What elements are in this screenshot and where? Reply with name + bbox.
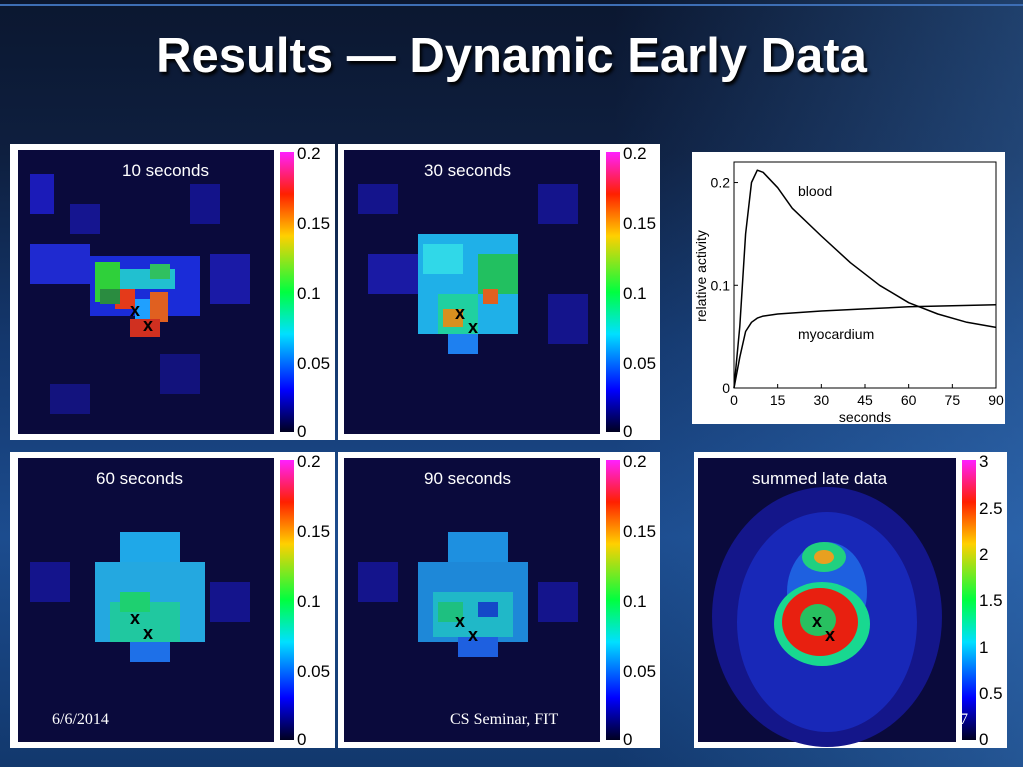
heatmap-summed: summed late data x x 3 2.5 2 1.5 1 0.5 0 <box>698 452 1003 748</box>
colorbar <box>280 152 294 432</box>
svg-text:0.5: 0.5 <box>979 684 1003 703</box>
plot-frame <box>733 161 997 389</box>
marker-x-1: x <box>130 300 140 320</box>
marker-x-2: x <box>468 625 478 645</box>
marker-x-1: x <box>455 303 465 323</box>
svg-text:0.15: 0.15 <box>623 214 656 233</box>
marker-x-2: x <box>468 317 478 337</box>
svg-text:3: 3 <box>979 452 988 471</box>
svg-text:0.1: 0.1 <box>297 284 321 303</box>
svg-text:0.1: 0.1 <box>623 592 647 611</box>
series-label-myocardium: myocardium <box>798 326 874 342</box>
svg-text:0.2: 0.2 <box>297 144 321 163</box>
top-rule <box>0 4 1023 6</box>
heatmap-cells <box>30 174 250 414</box>
svg-text:0: 0 <box>623 730 632 748</box>
x-tick-label: 90 <box>988 392 1004 408</box>
svg-text:2.5: 2.5 <box>979 499 1003 518</box>
activity-chart: 0 15 30 45 60 75 90 0 0.1 0.2 seconds relative a… <box>693 161 1004 424</box>
y-axis-label: relative activity <box>693 230 709 322</box>
panel-label: 10 seconds <box>122 161 209 180</box>
colorbar <box>606 460 620 740</box>
x-tick-label: 60 <box>901 392 917 408</box>
svg-text:0.15: 0.15 <box>297 522 330 541</box>
x-tick-label: 30 <box>814 392 830 408</box>
heatmap-30s: 30 seconds x x 0.2 0.15 0.1 0.05 0 <box>344 144 656 440</box>
marker-x-1: x <box>455 611 465 631</box>
panel-label: summed late data <box>752 469 888 488</box>
colorbar-ticks: 0.2 0.15 0.1 0.05 0 <box>297 144 330 440</box>
image-panel-10s: 10 seconds x x 0.2 0.15 0.1 0.05 0 <box>10 144 335 440</box>
heatmap-60s: 60 seconds x x 0.2 0.15 0.1 0.05 0 <box>18 452 330 748</box>
svg-text:0: 0 <box>297 730 306 748</box>
image-panel-summed: summed late data x x 3 2.5 2 1.5 1 0.5 0 <box>694 452 1007 748</box>
colorbar <box>962 460 976 740</box>
panel-label: 30 seconds <box>424 161 511 180</box>
colorbar-ticks: 0.2 0.15 0.1 0.05 0 <box>623 452 656 748</box>
svg-text:0.15: 0.15 <box>623 522 656 541</box>
svg-text:1.5: 1.5 <box>979 591 1003 610</box>
series-label-blood: blood <box>798 183 832 199</box>
colorbar-ticks: 0.2 0.15 0.1 0.05 0 <box>623 144 656 440</box>
panel-label: 90 seconds <box>424 469 511 488</box>
heatmap-cells <box>358 532 578 657</box>
svg-text:0: 0 <box>623 422 632 440</box>
y-tick-label: 0 <box>722 380 730 396</box>
x-tick-label: 15 <box>770 392 786 408</box>
series-line-myocardium <box>733 304 997 389</box>
colorbar-ticks: 3 2.5 2 1.5 1 0.5 0 <box>979 452 1003 748</box>
svg-text:0.2: 0.2 <box>623 452 647 471</box>
footer-page-number: 7 <box>960 711 968 728</box>
footer-date: 6/6/2014 <box>52 711 109 728</box>
y-tick-label: 0.1 <box>711 277 731 293</box>
heatmap-cells <box>30 532 250 662</box>
svg-text:1: 1 <box>979 638 988 657</box>
svg-text:0.2: 0.2 <box>297 452 321 471</box>
svg-text:2: 2 <box>979 545 988 564</box>
footer-center: CS Seminar, FIT <box>450 711 559 728</box>
x-tick-labels: 0 15 30 45 60 75 90 <box>730 384 1004 408</box>
x-tick-label: 0 <box>730 392 738 408</box>
svg-text:0: 0 <box>979 730 988 748</box>
marker-x-1: x <box>812 611 822 631</box>
marker-x-1: x <box>130 608 140 628</box>
series-line-blood <box>733 169 997 389</box>
colorbar <box>606 152 620 432</box>
x-axis-label: seconds <box>839 409 891 424</box>
svg-text:0.2: 0.2 <box>623 144 647 163</box>
colorbar <box>280 460 294 740</box>
svg-text:0.05: 0.05 <box>623 354 656 373</box>
svg-text:0.05: 0.05 <box>623 662 656 681</box>
svg-text:0.05: 0.05 <box>297 354 330 373</box>
x-tick-label: 75 <box>945 392 961 408</box>
activity-chart-panel: 0 15 30 45 60 75 90 0 0.1 0.2 seconds relative a… <box>692 152 1005 424</box>
svg-text:0.1: 0.1 <box>297 592 321 611</box>
svg-text:0.05: 0.05 <box>297 662 330 681</box>
image-panel-60s: 60 seconds x x 0.2 0.15 0.1 0.05 0 <box>10 452 335 748</box>
heatmap-cells <box>358 184 588 354</box>
heatmap-10s: 10 seconds x x 0.2 0.15 0.1 0.05 0 <box>18 144 330 440</box>
x-tick-label: 45 <box>857 392 873 408</box>
panel-label: 60 seconds <box>96 469 183 488</box>
image-panel-30s: 30 seconds x x 0.2 0.15 0.1 0.05 0 <box>338 144 660 440</box>
image-panel-90s: 90 seconds x x 0.2 0.15 0.1 0.05 0 <box>338 452 660 748</box>
y-tick-label: 0.2 <box>711 175 731 191</box>
svg-text:0: 0 <box>297 422 306 440</box>
marker-x-2: x <box>825 625 835 645</box>
colorbar-ticks: 0.2 0.15 0.1 0.05 0 <box>297 452 330 748</box>
series-lines <box>733 169 997 389</box>
heatmap-90s: 90 seconds x x 0.2 0.15 0.1 0.05 0 <box>344 452 656 748</box>
marker-x-2: x <box>143 315 153 335</box>
slide-title: Results — Dynamic Early Data <box>156 29 867 83</box>
svg-text:0.1: 0.1 <box>623 284 647 303</box>
svg-text:0.15: 0.15 <box>297 214 330 233</box>
marker-x-2: x <box>143 623 153 643</box>
